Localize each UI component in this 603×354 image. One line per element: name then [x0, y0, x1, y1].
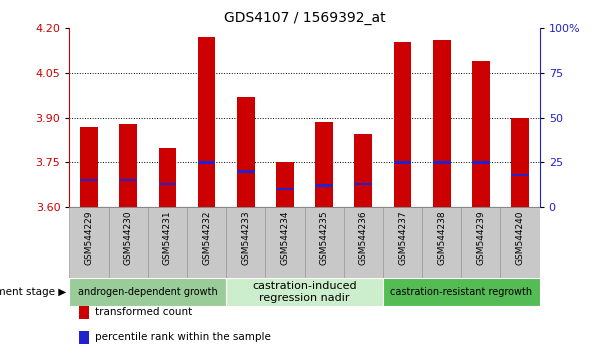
Text: GSM544240: GSM544240 — [516, 211, 525, 265]
Bar — [394, 161, 411, 164]
Bar — [226, 279, 383, 306]
Bar — [500, 207, 540, 278]
Text: percentile rank within the sample: percentile rank within the sample — [95, 332, 271, 342]
Bar — [315, 122, 333, 207]
Bar — [69, 207, 109, 278]
Bar — [265, 207, 305, 278]
Text: GSM544229: GSM544229 — [84, 211, 93, 265]
Bar — [80, 127, 98, 207]
Bar — [159, 183, 176, 185]
Text: GSM544232: GSM544232 — [202, 211, 211, 265]
Bar — [344, 207, 383, 278]
Bar — [315, 184, 333, 187]
Bar — [119, 179, 137, 182]
Bar — [511, 118, 529, 207]
Bar — [80, 179, 98, 182]
Bar — [198, 37, 215, 207]
Bar — [461, 207, 500, 278]
Title: GDS4107 / 1569392_at: GDS4107 / 1569392_at — [224, 11, 385, 24]
Bar — [394, 42, 411, 207]
Text: GSM544230: GSM544230 — [124, 211, 133, 265]
Bar — [276, 162, 294, 207]
Bar — [276, 188, 294, 190]
Bar — [511, 174, 529, 176]
Text: GSM544231: GSM544231 — [163, 211, 172, 265]
Bar — [69, 279, 226, 306]
Bar — [109, 207, 148, 278]
Text: development stage ▶: development stage ▶ — [0, 287, 66, 297]
Text: castration-induced
regression nadir: castration-induced regression nadir — [252, 281, 357, 303]
Text: GSM544235: GSM544235 — [320, 211, 329, 265]
Bar — [422, 207, 461, 278]
Text: GSM544233: GSM544233 — [241, 211, 250, 265]
Bar — [187, 207, 226, 278]
Bar — [433, 40, 450, 207]
Bar — [119, 124, 137, 207]
Bar — [79, 306, 89, 319]
Text: GSM544236: GSM544236 — [359, 211, 368, 265]
Text: GSM544237: GSM544237 — [398, 211, 407, 265]
Text: castration-resistant regrowth: castration-resistant regrowth — [390, 287, 532, 297]
Bar — [305, 207, 344, 278]
Text: transformed count: transformed count — [95, 307, 192, 318]
Bar — [226, 207, 265, 278]
Bar — [433, 161, 450, 164]
Text: GSM544239: GSM544239 — [476, 211, 485, 265]
Bar — [472, 61, 490, 207]
Bar — [383, 207, 422, 278]
Text: androgen-dependent growth: androgen-dependent growth — [78, 287, 218, 297]
Bar — [472, 161, 490, 164]
Bar — [198, 161, 215, 164]
Bar — [237, 97, 254, 207]
Bar — [159, 148, 176, 207]
Bar — [355, 183, 372, 185]
Bar — [237, 170, 254, 172]
Bar — [383, 279, 540, 306]
Bar — [79, 331, 89, 344]
Bar — [148, 207, 187, 278]
Text: GSM544234: GSM544234 — [280, 211, 289, 265]
Text: GSM544238: GSM544238 — [437, 211, 446, 265]
Bar — [355, 134, 372, 207]
